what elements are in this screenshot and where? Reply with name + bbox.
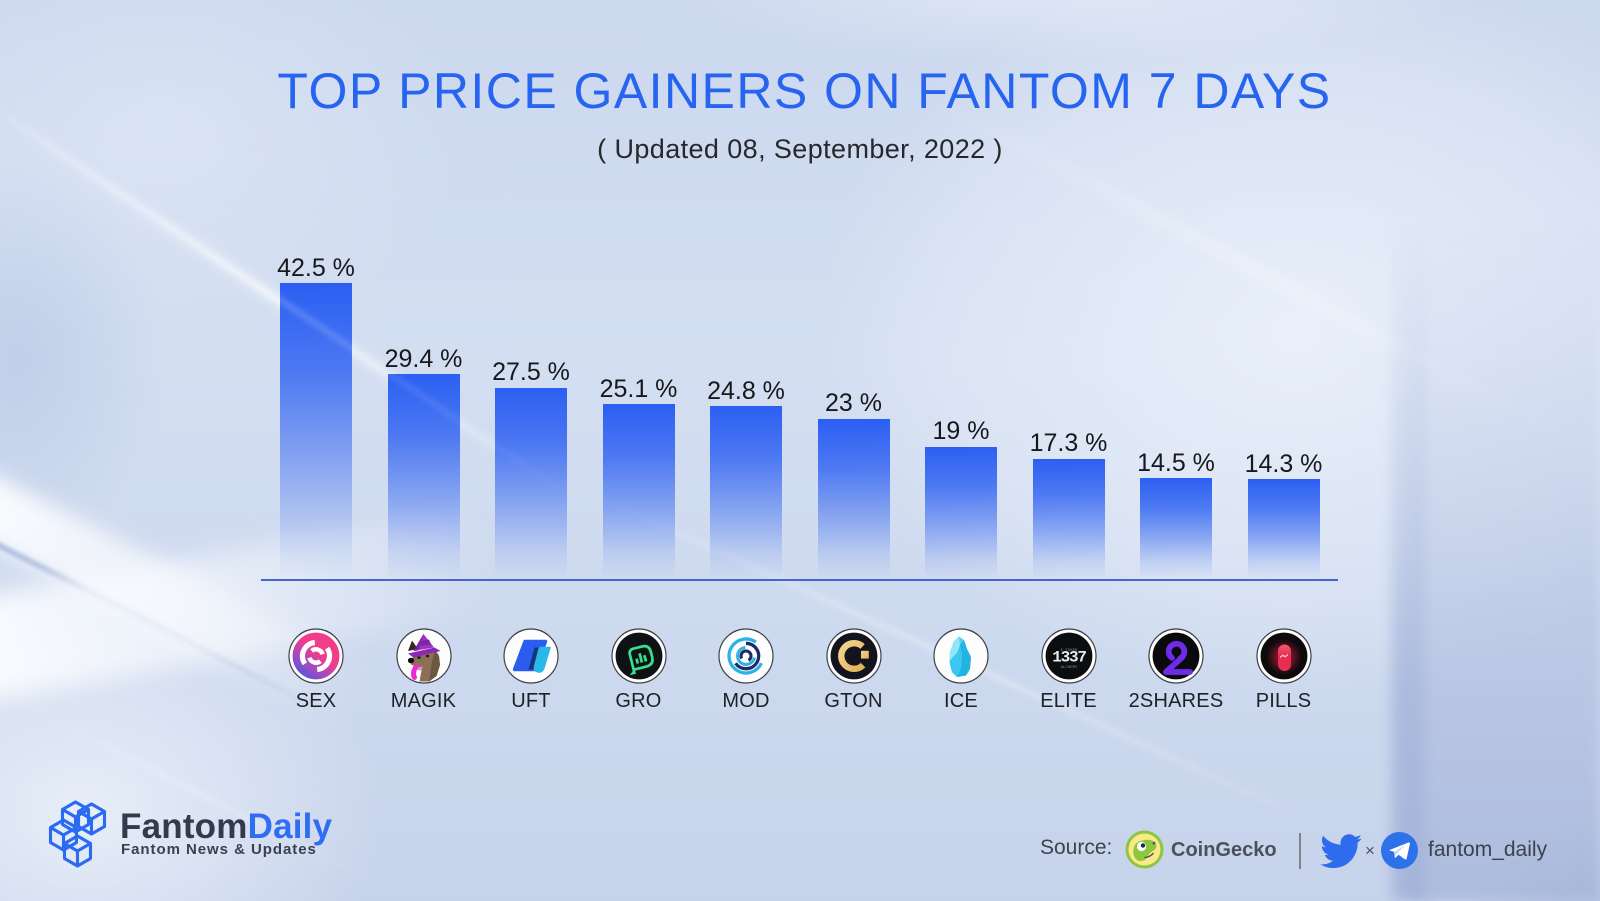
svg-text:E TOKEN: E TOKEN bbox=[1060, 649, 1077, 653]
svg-text:ALCHEMY: ALCHEMY bbox=[1060, 666, 1077, 670]
svg-text:1337: 1337 bbox=[1052, 648, 1086, 666]
